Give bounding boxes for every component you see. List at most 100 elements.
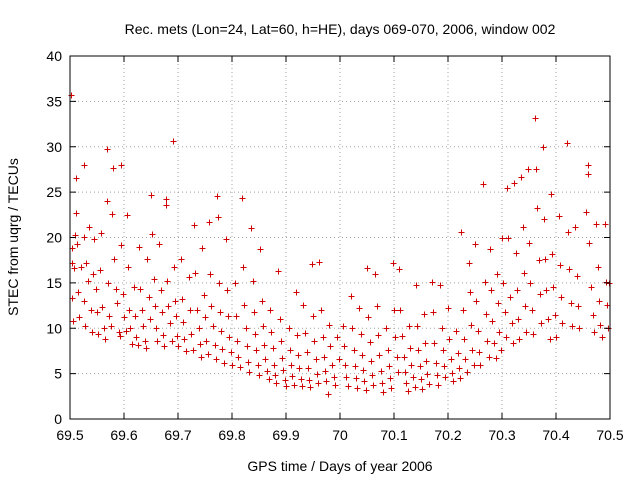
data-point (216, 280, 223, 287)
data-point (419, 386, 426, 393)
x-tick-label: 69.6 (110, 427, 137, 443)
data-point (169, 338, 176, 345)
data-point (142, 338, 149, 345)
data-point (118, 162, 125, 169)
y-tick-label: 40 (46, 48, 62, 64)
data-point (376, 352, 383, 359)
data-point (434, 372, 441, 379)
data-point (214, 193, 221, 200)
data-point (491, 340, 498, 347)
data-point (403, 380, 410, 387)
data-point (139, 307, 146, 314)
data-point (81, 234, 88, 241)
data-point (91, 236, 98, 243)
x-tick-label: 69.5 (56, 427, 83, 443)
data-point (374, 303, 381, 310)
data-point (368, 358, 375, 365)
data-point (224, 287, 231, 294)
data-point (392, 334, 399, 341)
data-point (326, 322, 333, 329)
data-point (76, 314, 83, 321)
data-point (240, 264, 247, 271)
data-point (295, 352, 302, 359)
data-point (406, 323, 413, 330)
data-point (277, 316, 284, 323)
data-point (342, 362, 349, 369)
data-point (424, 371, 431, 378)
x-tick-label: 70.3 (488, 427, 515, 443)
data-point (196, 325, 203, 332)
data-point (266, 376, 273, 383)
data-point (521, 270, 528, 277)
data-point (302, 330, 309, 337)
data-point (488, 287, 495, 294)
data-point (229, 362, 236, 369)
data-point (431, 340, 438, 347)
data-point (458, 229, 465, 236)
data-point (510, 340, 517, 347)
data-point (111, 256, 118, 263)
data-point (246, 369, 253, 376)
data-point (260, 323, 267, 330)
data-point (482, 279, 489, 286)
data-point (118, 242, 125, 249)
data-point (320, 334, 327, 341)
data-point (199, 245, 206, 252)
data-point (120, 291, 127, 298)
data-point (208, 303, 215, 310)
data-point (566, 266, 573, 273)
data-point (441, 363, 448, 370)
data-point (298, 376, 305, 383)
data-point (198, 354, 205, 361)
data-point (83, 260, 90, 267)
data-point (484, 338, 491, 345)
data-point (167, 320, 174, 327)
x-tick-label: 70.2 (434, 427, 461, 443)
data-point (105, 280, 112, 287)
data-point (223, 236, 230, 243)
data-point (109, 211, 116, 218)
data-point (259, 298, 266, 305)
data-point (316, 259, 323, 266)
data-point (228, 349, 235, 356)
data-point (353, 375, 360, 382)
data-point (390, 260, 397, 267)
data-point (336, 356, 343, 363)
data-point (537, 291, 544, 298)
data-point (364, 265, 371, 272)
data-point (129, 341, 136, 348)
data-point (147, 316, 154, 323)
data-point (252, 331, 259, 338)
data-point (101, 325, 108, 332)
data-point (437, 282, 444, 289)
data-point (385, 347, 392, 354)
data-point (88, 307, 95, 314)
x-tick-label: 70.5 (596, 427, 623, 443)
data-point (97, 267, 104, 274)
data-point (440, 347, 447, 354)
data-point (126, 307, 133, 314)
data-point (311, 338, 318, 345)
data-point (205, 351, 212, 358)
data-point (188, 331, 195, 338)
data-point (217, 309, 224, 316)
data-point (575, 303, 582, 310)
data-point (262, 356, 269, 363)
data-point (415, 347, 422, 354)
data-point (354, 385, 361, 392)
data-point (307, 384, 314, 391)
data-point (527, 280, 534, 287)
data-point (422, 340, 429, 347)
data-point (137, 286, 144, 293)
data-point (306, 377, 313, 384)
data-point (113, 286, 120, 293)
data-point (143, 345, 150, 352)
data-point (435, 382, 442, 389)
data-point (466, 260, 473, 267)
data-point (423, 358, 430, 365)
data-point (402, 369, 409, 376)
data-point (291, 382, 298, 389)
data-point (421, 311, 428, 318)
data-point (369, 372, 376, 379)
data-point (401, 354, 408, 361)
